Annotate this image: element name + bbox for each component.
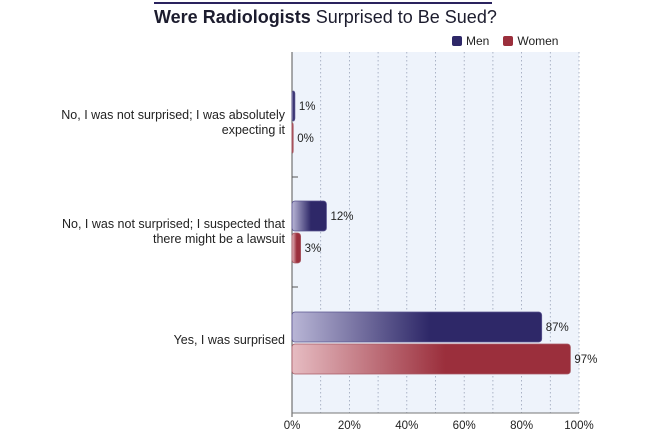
legend-swatch-women — [503, 36, 514, 46]
data-label: 97% — [574, 354, 597, 366]
x-tick-label: 80% — [510, 420, 533, 432]
bar — [291, 311, 543, 343]
chart-title-rest: Surprised to Be Sued? — [315, 7, 497, 27]
category-label-line: No, I was not surprised; I suspected tha… — [61, 217, 285, 231]
x-tick-label: 20% — [338, 420, 361, 432]
category-label-suspected: No, I was not surprised; I suspected tha… — [45, 217, 285, 247]
category-label-line: Yes, I was surprised — [173, 333, 285, 347]
bar — [291, 343, 571, 375]
bar — [291, 232, 302, 264]
category-label-expecting: No, I was not surprised; I was absolutel… — [45, 108, 285, 138]
legend: Men Women — [452, 34, 558, 48]
chart-title: Were Radiologists Surprised to Be Sued? — [154, 7, 497, 28]
legend-item-women: Women — [503, 34, 558, 48]
legend-swatch-men — [452, 36, 462, 46]
x-tick-label: 40% — [395, 420, 418, 432]
data-label: 12% — [330, 211, 353, 223]
category-label-surprised: Yes, I was surprised — [45, 333, 285, 348]
x-tick-label: 0% — [284, 420, 301, 432]
category-label-line: expecting it — [221, 123, 285, 137]
legend-label-men: Men — [466, 34, 490, 48]
title-rule — [154, 2, 492, 4]
category-label-line: there might be a lawsuit — [152, 232, 285, 246]
data-label: 87% — [546, 322, 569, 334]
x-tick-label: 100% — [564, 420, 593, 432]
x-tick-label: 60% — [453, 420, 476, 432]
category-label-line: No, I was not surprised; I was absolutel… — [61, 108, 285, 122]
legend-label-women: Women — [517, 34, 559, 48]
chart-title-bold: Were Radiologists — [154, 7, 311, 27]
legend-item-men: Men — [452, 34, 489, 48]
data-label: 1% — [299, 101, 316, 113]
bar — [291, 90, 296, 122]
bar — [291, 200, 327, 232]
data-label: 3% — [305, 243, 322, 255]
bar — [291, 122, 294, 154]
data-label: 0% — [297, 133, 314, 145]
